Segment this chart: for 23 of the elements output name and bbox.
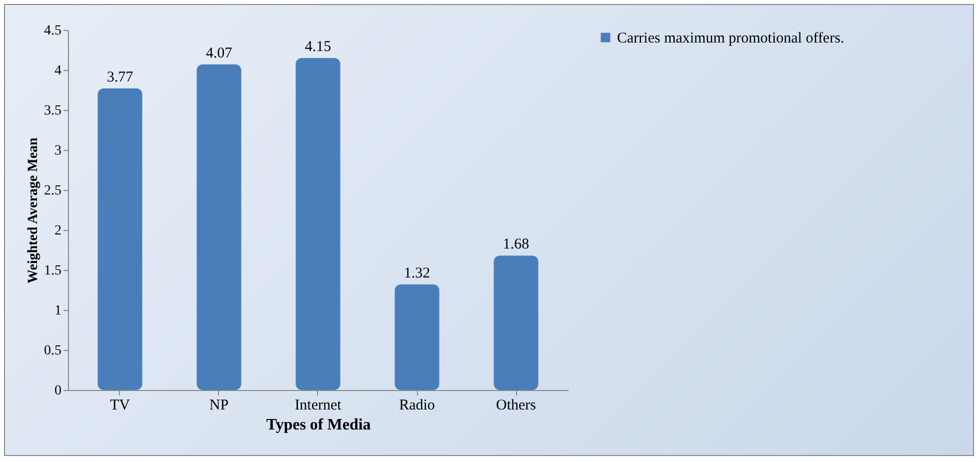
x-axis-title: Types of Media — [266, 416, 371, 434]
data-label: 1.32 — [404, 265, 430, 282]
data-label: 4.07 — [206, 45, 233, 62]
y-axis-title: Weighted Average Mean — [26, 137, 41, 284]
x-tick-label: Radio — [399, 398, 435, 414]
y-tick-label: 0 — [54, 384, 62, 398]
y-tick-label: 3.5 — [44, 104, 62, 118]
data-label: 3.77 — [106, 69, 134, 86]
x-tick-label: Others — [496, 398, 536, 414]
x-tick-label: NP — [209, 398, 229, 414]
y-tick-label: 0.5 — [44, 344, 62, 358]
x-tick-label: TV — [110, 398, 130, 414]
x-tick-label: Internet — [294, 398, 342, 414]
legend-label: Carries maximum promotional offers. — [617, 30, 844, 46]
y-tick-label: 2 — [54, 224, 62, 238]
y-tick-label: 1.5 — [44, 264, 62, 278]
y-tick-label: 4 — [54, 64, 62, 78]
y-tick-label: 3 — [54, 144, 62, 158]
y-tick-label: 1 — [54, 304, 62, 318]
data-label: 4.15 — [304, 39, 332, 55]
y-tick-label: 4.5 — [44, 24, 62, 38]
data-label: 1.68 — [502, 236, 530, 253]
y-tick-label: 2.5 — [44, 184, 62, 198]
